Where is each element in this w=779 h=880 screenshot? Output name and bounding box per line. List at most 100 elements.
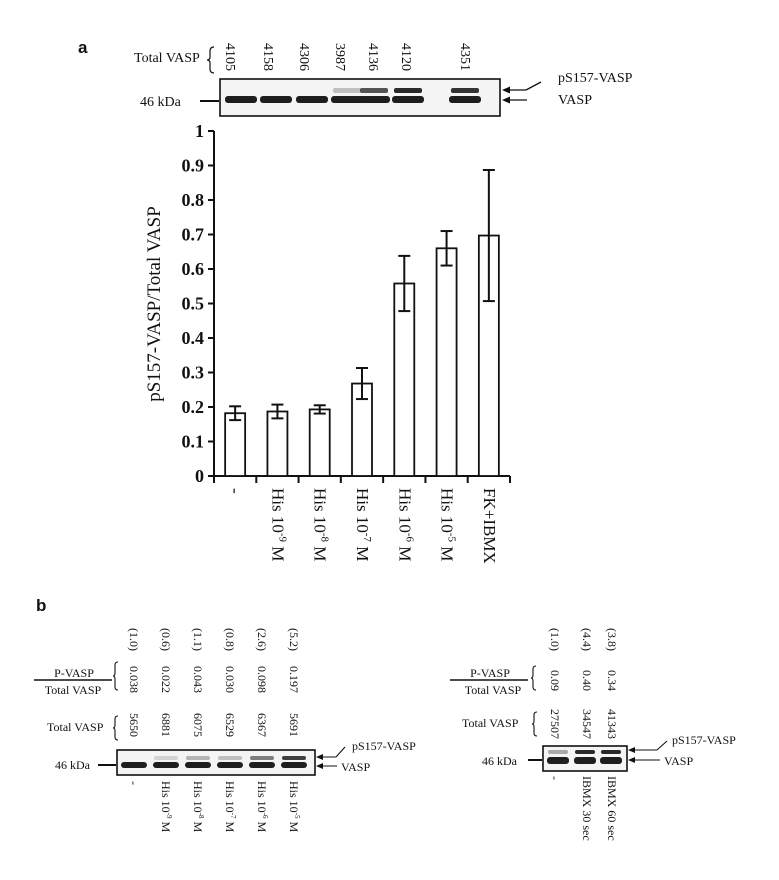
panel-a-band-upper-label: pS157-VASP [558,71,633,86]
left-lane-label: His 10-5 M [287,781,301,833]
right-ratio-brace [530,665,537,691]
right-band-upper-label: pS157-VASP [672,733,736,747]
left-total-vasp-values: 5650 6881 6075 6529 6367 5691 [127,713,301,737]
panel-a-band-lower [392,96,424,103]
panel-a-lower-arrowhead [502,96,510,104]
right-ratio-value: 0.34 [605,670,619,691]
panel-a-band-lower [260,96,292,103]
left-band-upper [282,756,306,760]
right-lane-label: IBMX 60 sec [605,776,619,841]
left-band-lower [121,762,147,768]
left-band-upper [186,756,210,760]
left-ratio-value: 0.030 [223,666,237,693]
x-category-label: His 10-9 M [268,488,288,561]
x-category-label: - [226,488,245,494]
left-lane-label: - [127,781,141,785]
error-bars [229,168,495,422]
right-ratio-values: (1.0) 0.09 (4.4) 0.40 (3.8) 0.34 [548,628,619,691]
right-ratio-value: 0.09 [548,670,562,691]
x-category-label: His 10-5 M [438,488,458,561]
left-ratio-value: 0.197 [287,666,301,693]
left-lane-label: His 10-6 M [255,781,269,833]
right-total-vasp-label: Total VASP [462,716,519,730]
left-ratio-values: (1.0) 0.038 (0.6) 0.022 (1.1) 0.043 (0.8) 0.030… [127,628,301,693]
panel-a-band-lower [358,96,390,103]
left-band-lower [249,762,275,768]
panel-a-label: a [78,38,88,57]
left-lane-label: His 10-9 M [159,781,173,833]
right-upper-leader [656,740,668,751]
x-axis-category-labels: - His 10-9 M His 10-8 M His 10-7 M His 10-6 … [226,488,499,564]
left-ratio-brace [112,661,119,691]
left-lower-arrowhead [316,763,323,769]
left-total-vasp-value: 5650 [127,713,141,737]
panel-a-band-lower [225,96,257,103]
left-ratio-denominator: Total VASP [45,683,102,697]
panel-a-total-vasp-value: 3987 [332,43,347,71]
right-upper-arrowhead [628,747,635,753]
y-tick-label: 0.2 [182,397,205,417]
left-relative-value: (1.1) [191,628,205,651]
right-total-vasp-value: 41343 [605,709,619,739]
left-blot-bands [121,756,307,768]
panel-a-total-vasp-value: 4158 [260,43,275,71]
right-total-vasp-value: 34547 [580,709,594,739]
right-total-brace [531,711,538,737]
left-relative-value: (1.0) [127,628,141,651]
left-ratio-value: 0.022 [159,666,173,693]
right-band-lower-label: VASP [664,754,693,768]
bar [308,408,331,477]
left-band-upper-label: pS157-VASP [352,739,416,753]
left-total-vasp-value: 6367 [255,713,269,737]
y-tick-label: 0.6 [182,259,205,279]
right-band-lower [600,757,622,764]
left-relative-value: (0.6) [159,628,173,651]
left-ratio-numerator: P-VASP [54,666,94,680]
left-band-lower-label: VASP [341,760,370,774]
panel-a-total-vasp-value: 4120 [398,43,413,71]
left-band-upper [154,756,178,760]
right-mw-marker: 46 kDa [482,754,518,768]
y-tick-label: 0 [195,466,204,486]
bars [224,234,500,477]
left-total-vasp-value: 6075 [191,713,205,737]
left-band-lower [153,762,179,768]
left-lane-label: His 10-8 M [191,781,205,833]
y-axis-ticks: 0 0.1 0.2 0.3 0.4 0.5 0.6 0.7 0.8 0.9 1 [182,121,214,486]
panel-a-total-vasp-value: 4306 [296,43,311,71]
panel-b-left: P-VASP Total VASP (1.0) 0.038 (0.6) 0.022 (1… [34,628,416,833]
right-relative-value: (1.0) [548,628,562,651]
x-axis-ticks [213,476,511,483]
bar-chart: pS157-VASP/Total VASP 0 0.1 0.2 0.3 0.4 0.5 0.… [144,121,511,564]
left-ratio-value: 0.098 [255,666,269,693]
x-category-label: His 10-8 M [311,488,331,561]
left-band-lower [185,762,211,768]
y-tick-label: 0.9 [182,156,205,176]
left-total-vasp-value: 6881 [159,713,173,737]
right-lane-label: IBMX 30 sec [580,776,594,841]
left-upper-leader [335,746,346,758]
x-category-label: His 10-6 M [395,488,415,561]
left-band-upper [250,756,274,760]
right-ratio-denominator: Total VASP [465,683,522,697]
panel-b-right: P-VASP Total VASP (1.0) 0.09 (4.4) 0.40 (3.8… [450,628,736,841]
panel-a-band-upper [394,88,422,93]
y-tick-label: 0.3 [182,363,205,383]
left-band-lower [281,762,307,768]
bar [266,410,289,477]
panel-a-band-lower-label: VASP [558,93,592,108]
left-ratio-value: 0.038 [127,666,141,693]
left-band-lower [217,762,243,768]
bar [393,282,416,477]
panel-b-label: b [36,596,46,615]
right-band-upper [601,750,621,754]
right-lane-labels: - IBMX 30 sec IBMX 60 sec [548,776,619,841]
y-tick-label: 0.5 [182,294,205,314]
y-tick-label: 0.4 [182,328,205,348]
right-relative-value: (3.8) [605,628,619,651]
panel-a-band-lower [331,96,363,103]
y-tick-label: 0.1 [182,432,205,452]
left-relative-value: (2.6) [255,628,269,651]
right-lane-label: - [548,776,562,780]
